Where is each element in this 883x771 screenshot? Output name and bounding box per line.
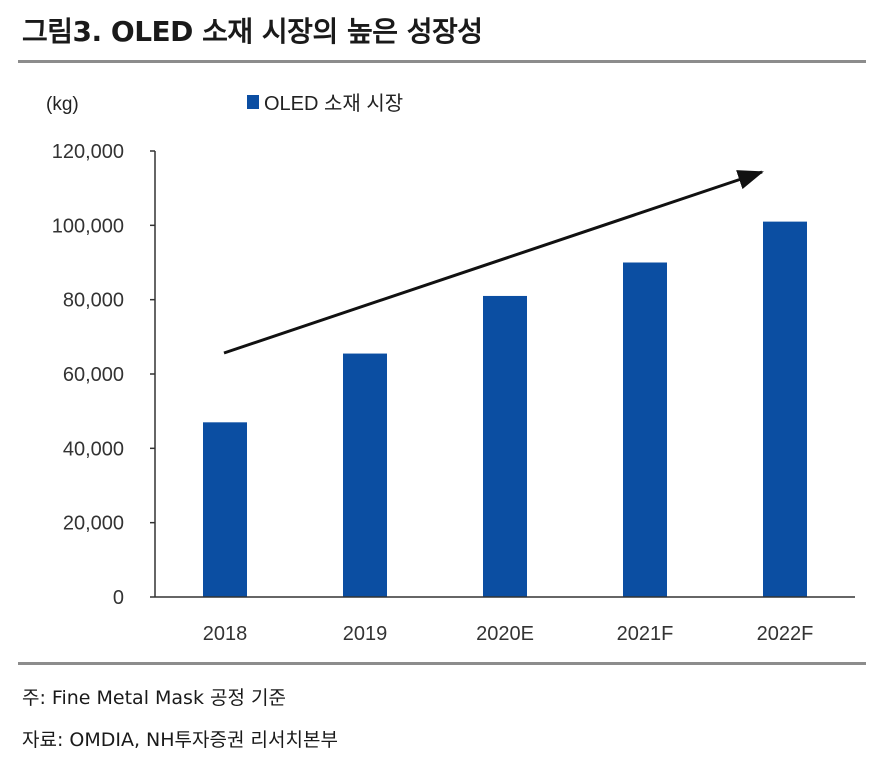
y-tick-label: 0 <box>113 587 124 609</box>
y-tick-label: 100,000 <box>52 215 124 237</box>
bar-2021F <box>623 262 667 597</box>
x-tick-label: 2022F <box>757 623 814 645</box>
bar-2019 <box>343 353 387 597</box>
bar-2020E <box>483 295 527 597</box>
source-note: 자료: OMDIA, NH투자증권 리서치본부 <box>22 729 338 751</box>
x-tick-label: 2018 <box>203 623 248 645</box>
legend-label: OLED 소재 시장 <box>264 92 403 115</box>
y-tick-label: 60,000 <box>63 364 124 386</box>
footnote: 주: Fine Metal Mask 공정 기준 <box>22 687 286 709</box>
bar-chart: (kg) OLED 소재 시장 0 20,000 40,000 60,000 80,000 1… <box>46 92 855 645</box>
trend-arrow <box>223 170 764 355</box>
bottom-rule <box>18 662 866 665</box>
bar-2018 <box>203 422 247 597</box>
x-tick-label: 2020E <box>476 623 534 645</box>
figure-title: 그림3. OLED 소재 시장의 높은 성장성 <box>22 15 483 48</box>
y-tick-label: 40,000 <box>63 438 124 460</box>
x-tick-label: 2021F <box>617 623 674 645</box>
y-tick-label: 120,000 <box>52 141 124 163</box>
x-tick-label: 2019 <box>343 623 388 645</box>
y-unit-label: (kg) <box>46 94 79 115</box>
y-tick-label: 20,000 <box>63 513 124 535</box>
y-tick-label: 80,000 <box>63 290 124 312</box>
bar-2022F <box>763 221 807 597</box>
top-rule <box>18 60 866 63</box>
legend-swatch <box>247 95 259 109</box>
